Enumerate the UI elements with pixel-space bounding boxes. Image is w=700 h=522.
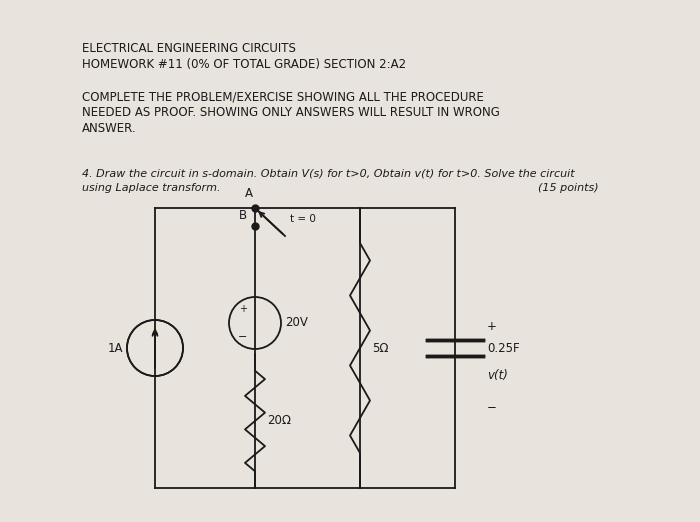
Text: using Laplace transform.: using Laplace transform. [82,183,220,193]
Text: 4. Draw the circuit in s-domain. Obtain V(s) for t>0, Obtain v(t) for t>0. Solve: 4. Draw the circuit in s-domain. Obtain … [82,168,575,178]
Text: HOMEWORK #11 (0% OF TOTAL GRADE) SECTION 2:A2: HOMEWORK #11 (0% OF TOTAL GRADE) SECTION… [82,58,406,71]
Text: B: B [239,209,247,222]
Text: t = 0: t = 0 [290,214,316,224]
Text: +: + [487,319,497,333]
Text: 1A: 1A [107,341,122,354]
Text: ELECTRICAL ENGINEERING CIRCUITS: ELECTRICAL ENGINEERING CIRCUITS [82,42,296,55]
Text: COMPLETE THE PROBLEM/EXERCISE SHOWING ALL THE PROCEDURE: COMPLETE THE PROBLEM/EXERCISE SHOWING AL… [82,90,484,103]
Text: 20V: 20V [285,316,308,329]
Text: 5Ω: 5Ω [372,341,389,354]
Text: v(t): v(t) [487,370,508,383]
Text: (15 points): (15 points) [538,183,598,193]
Text: A: A [245,187,253,200]
Bar [427,341,483,355]
Text: −: − [487,401,497,414]
Text: ANSWER.: ANSWER. [82,122,136,135]
Text: 20Ω: 20Ω [267,414,291,428]
Text: −: − [238,332,248,342]
Text: +: + [239,304,247,314]
Text: NEEDED AS PROOF. SHOWING ONLY ANSWERS WILL RESULT IN WRONG: NEEDED AS PROOF. SHOWING ONLY ANSWERS WI… [82,106,500,119]
Circle shape [230,298,280,348]
Text: 0.25F: 0.25F [487,341,519,354]
Circle shape [128,321,182,375]
